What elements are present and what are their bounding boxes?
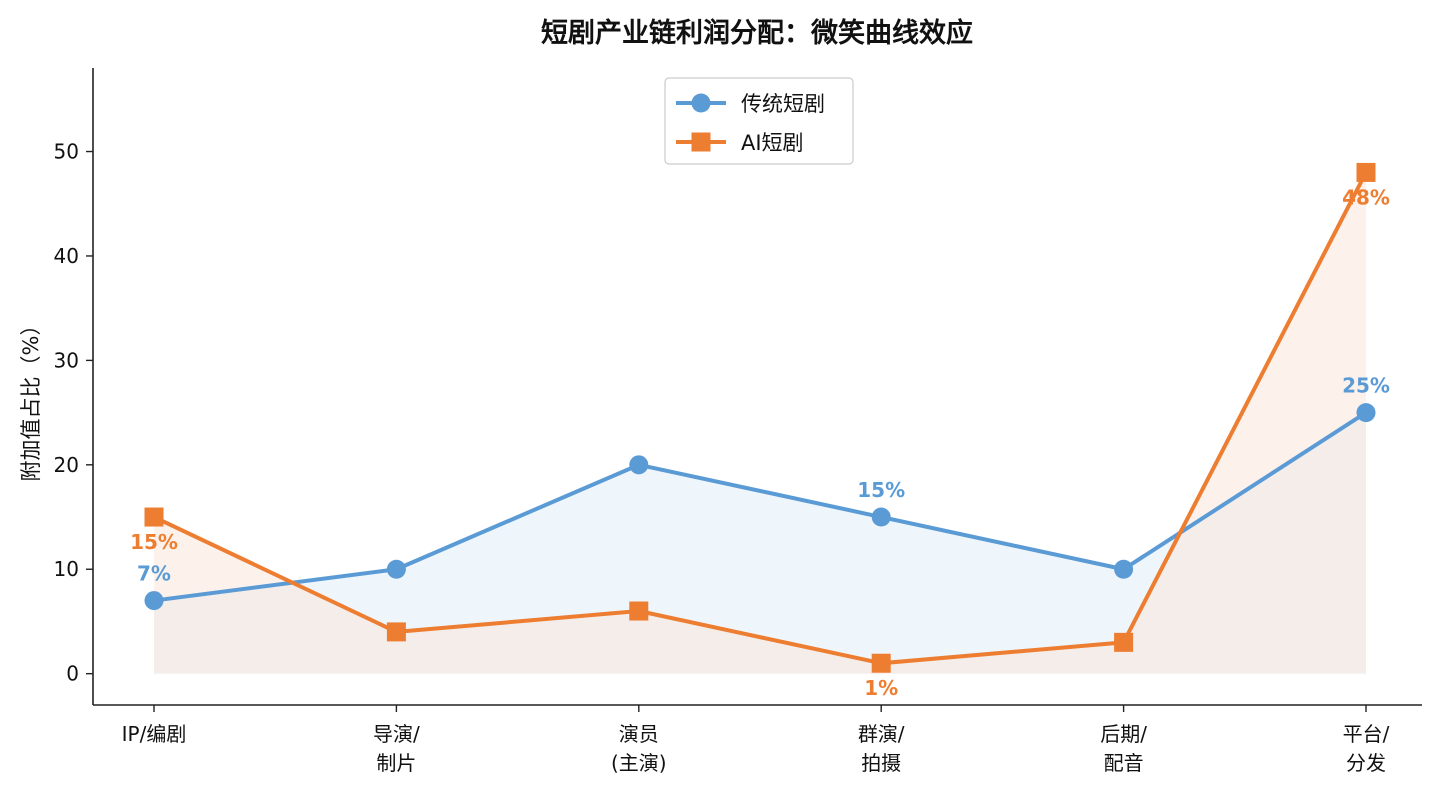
data-label: 25% — [1342, 374, 1390, 398]
data-point — [144, 591, 164, 611]
x-tick-label: 导演/ — [373, 722, 420, 746]
y-axis-label: 附加值占比（%） — [19, 315, 43, 482]
x-tick-label: IP/编剧 — [122, 722, 187, 746]
data-label: 15% — [857, 478, 905, 502]
data-point — [871, 653, 891, 673]
y-tick-label: 20 — [54, 453, 79, 477]
y-tick-label: 50 — [54, 140, 79, 164]
chart-title: 短剧产业链利润分配：微笑曲线效应 — [541, 17, 973, 49]
data-point — [629, 601, 649, 621]
data-point — [629, 455, 649, 475]
series-lines — [152, 170, 1368, 666]
legend: 传统短剧 AI短剧 — [664, 77, 854, 165]
series-markers — [144, 162, 1376, 673]
x-tick-label-line2: 分发 — [1346, 751, 1386, 775]
x-tick-label-line2: 拍摄 — [861, 751, 901, 775]
y-tick-label: 0 — [66, 662, 79, 686]
x-ticks: IP/编剧 导演/制片 演员 (主演) 群演/拍摄 后期/配音 平台/分发 — [122, 705, 1390, 775]
legend-marker — [691, 93, 711, 113]
data-label: 7% — [137, 562, 171, 586]
data-label: 15% — [130, 530, 178, 554]
y-tick-label: 40 — [54, 244, 79, 268]
x-tick-label: 后期/ — [1100, 722, 1147, 746]
area-fills — [154, 172, 1366, 674]
x-tick-label: 平台/ — [1343, 722, 1390, 746]
x-tick-label-line2: 制片 — [376, 751, 416, 775]
y-tick-label: 30 — [54, 348, 79, 372]
data-labels: 7% 15% 25% 15% 1% 48% — [130, 185, 1390, 700]
legend-marker — [691, 132, 711, 152]
data-point — [1356, 403, 1376, 423]
y-tick-label: 10 — [54, 557, 79, 581]
legend-label: 传统短剧 — [741, 92, 825, 116]
data-point — [871, 507, 891, 527]
data-point — [386, 622, 406, 642]
axes — [92, 68, 1422, 706]
data-label: 1% — [864, 676, 898, 700]
data-point — [1356, 162, 1376, 182]
data-label: 48% — [1342, 185, 1390, 209]
series-line — [152, 410, 1368, 603]
area-fill — [154, 172, 1366, 674]
y-ticks: 0 10 20 30 40 50 — [54, 140, 93, 686]
series-line — [152, 170, 1368, 666]
x-tick-label: 演员 — [619, 722, 659, 746]
x-tick-label: 群演/ — [858, 722, 905, 746]
data-point — [1114, 632, 1134, 652]
x-tick-label-line2: (主演) — [611, 751, 667, 775]
data-point — [386, 559, 406, 579]
area-fill — [154, 412, 1366, 674]
data-point — [144, 507, 164, 527]
data-point — [1114, 559, 1134, 579]
legend-label: AI短剧 — [741, 131, 804, 155]
x-tick-label-line2: 配音 — [1104, 751, 1144, 775]
